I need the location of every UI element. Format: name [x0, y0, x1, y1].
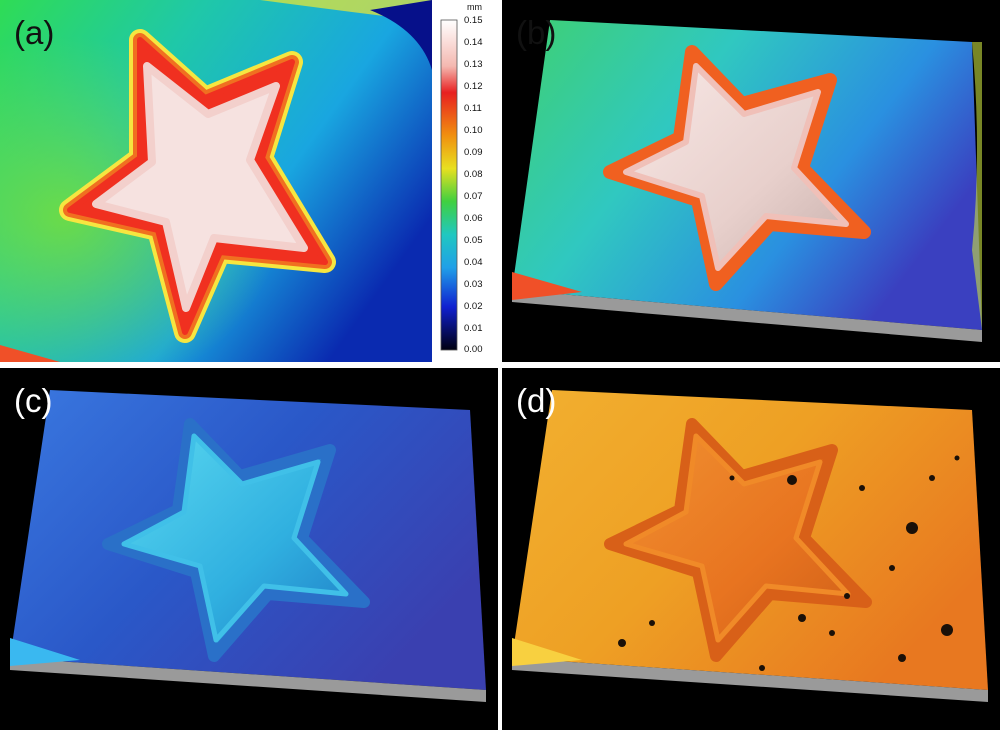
panel-label: (a)	[14, 14, 55, 51]
colorbar-scale	[440, 19, 458, 351]
panel-d-3d-orange-render: (d)	[502, 368, 1000, 730]
colorbar-tick: 0.09	[464, 147, 483, 158]
colorbar-tick: 0.15	[464, 15, 483, 26]
star-shape	[603, 45, 871, 291]
star-shape	[59, 29, 336, 343]
star-shape	[604, 418, 872, 662]
colorbar-tick: 0.07	[464, 191, 483, 202]
colorbar-tick: 0.00	[464, 344, 483, 355]
colorbar-tick: 0.05	[464, 235, 483, 246]
colorbar-unit: mm	[467, 2, 482, 12]
colorbar-tick: 0.06	[464, 213, 483, 224]
colorbar-tick: 0.13	[464, 59, 483, 70]
panel-label: (d)	[516, 382, 557, 419]
colorbar-tick: 0.10	[464, 125, 483, 136]
colorbar-tick: 0.02	[464, 301, 483, 312]
colorbar-tick: 0.12	[464, 81, 483, 92]
panel-label: (b)	[516, 14, 557, 51]
colorbar-tick: 0.04	[464, 257, 483, 268]
surface-pits	[618, 455, 960, 671]
surface-render-orange	[512, 390, 988, 702]
panel-label: (c)	[14, 382, 53, 419]
surface-render-blue	[10, 390, 486, 702]
surface-render-colormap	[512, 20, 982, 342]
heightmap-image	[0, 0, 458, 362]
panel-b-3d-heightmap: (b)	[502, 0, 1000, 362]
colorbar-tick: 0.01	[464, 323, 483, 334]
star-shape	[102, 418, 370, 662]
panel-c-3d-blue-render: (c)	[0, 368, 498, 730]
colorbar-tick: 0.08	[464, 169, 483, 180]
colorbar-tick: 0.03	[464, 279, 483, 290]
colorbar-tick: 0.14	[464, 37, 483, 48]
panel-a-heightmap: mm 0.15 0.14 0.13 0.12 0.11 0.10 0.09 0.…	[0, 0, 498, 362]
colorbar-tick: 0.11	[464, 103, 482, 114]
